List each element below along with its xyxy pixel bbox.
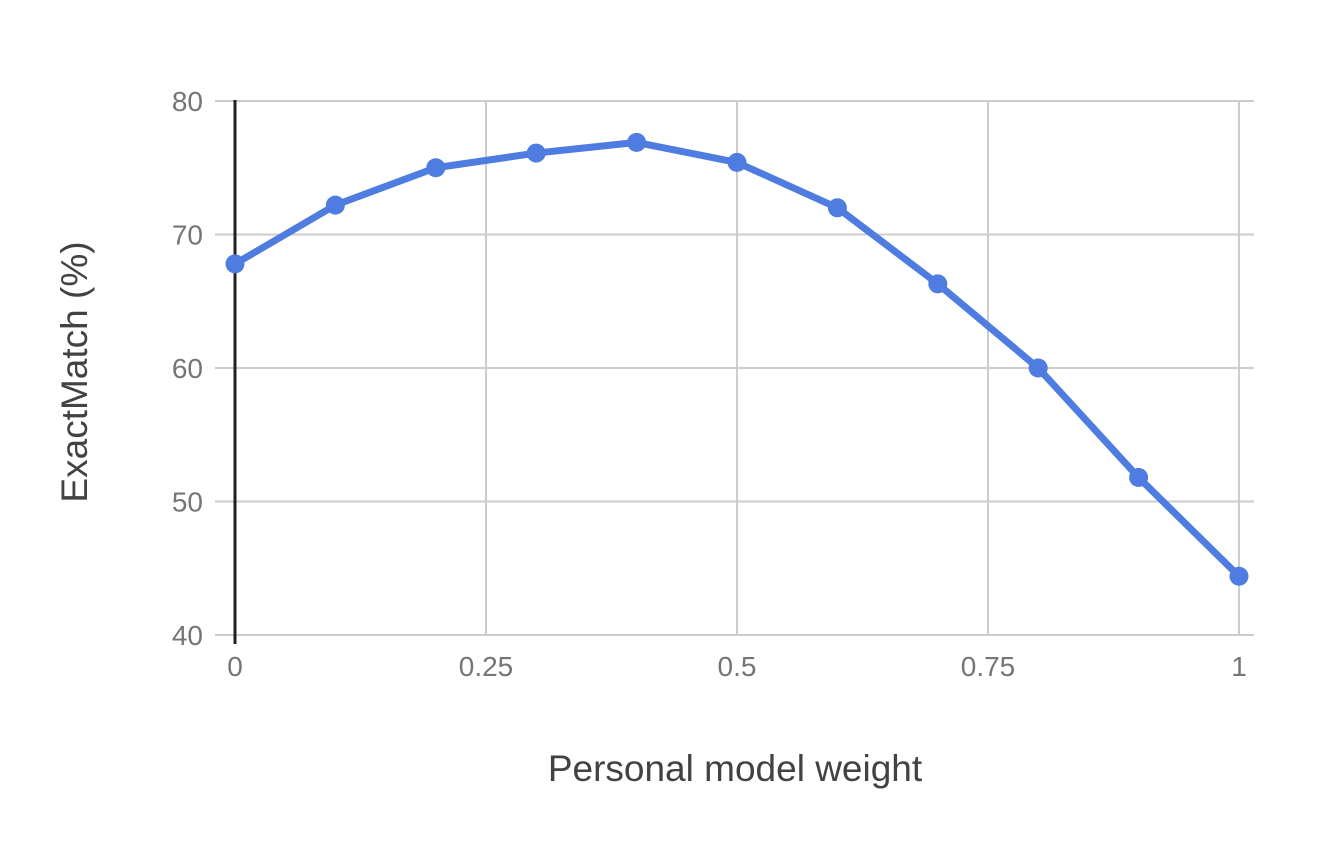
data-point xyxy=(827,198,847,218)
data-point xyxy=(928,274,948,294)
data-point xyxy=(1028,358,1048,378)
x-tick-label: 0.5 xyxy=(718,651,757,682)
x-tick-label: 0 xyxy=(227,651,243,682)
data-point xyxy=(1229,566,1249,586)
y-axis-title: ExactMatch (%) xyxy=(54,241,95,503)
y-tick-label: 50 xyxy=(172,487,203,518)
data-point xyxy=(1129,467,1149,487)
data-point xyxy=(627,132,647,152)
data-point xyxy=(526,143,546,163)
x-tick-label: 0.25 xyxy=(459,651,514,682)
y-tick-label: 80 xyxy=(172,86,203,117)
data-point xyxy=(325,195,345,215)
y-tick-label: 60 xyxy=(172,353,203,384)
x-tick-label: 0.75 xyxy=(961,651,1016,682)
y-tick-label: 40 xyxy=(172,620,203,651)
data-point xyxy=(225,254,245,274)
data-point xyxy=(426,158,446,178)
data-point xyxy=(727,152,747,172)
x-tick-label: 1 xyxy=(1231,651,1247,682)
y-tick-label: 70 xyxy=(172,220,203,251)
x-axis-title: Personal model weight xyxy=(547,748,923,789)
